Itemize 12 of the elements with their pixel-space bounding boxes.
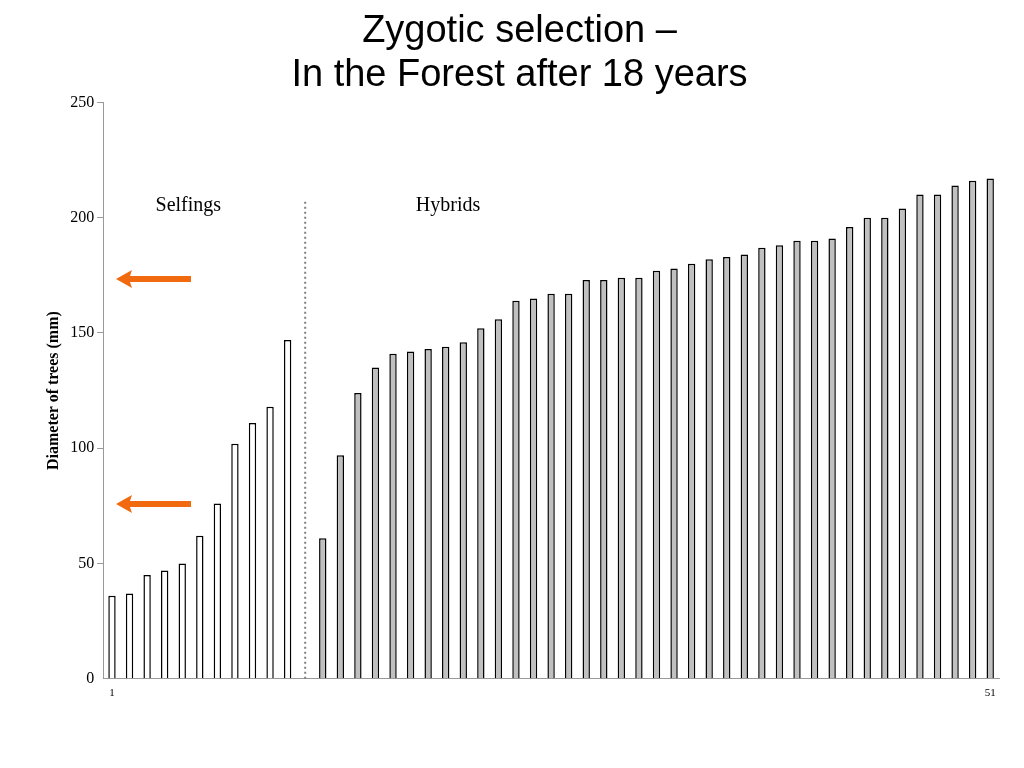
y-tick-label: 50 xyxy=(78,553,95,571)
y-tick-label: 250 xyxy=(70,92,95,110)
y-tick-label: 100 xyxy=(70,438,95,456)
y-tick-label: 150 xyxy=(70,323,95,341)
x-tick-label: 1 xyxy=(109,686,115,699)
annotation: Selfings xyxy=(155,193,222,217)
y-tick-label: 200 xyxy=(70,207,95,225)
y-tick-label: 0 xyxy=(86,669,95,686)
x-tick-label: 51 xyxy=(984,686,996,699)
annotation: Hybrids xyxy=(415,193,481,217)
y-axis-title: Diameter of trees (mm) xyxy=(43,311,62,471)
chart-title: Zygotic selection – In the Forest after 18 years xyxy=(291,8,748,95)
